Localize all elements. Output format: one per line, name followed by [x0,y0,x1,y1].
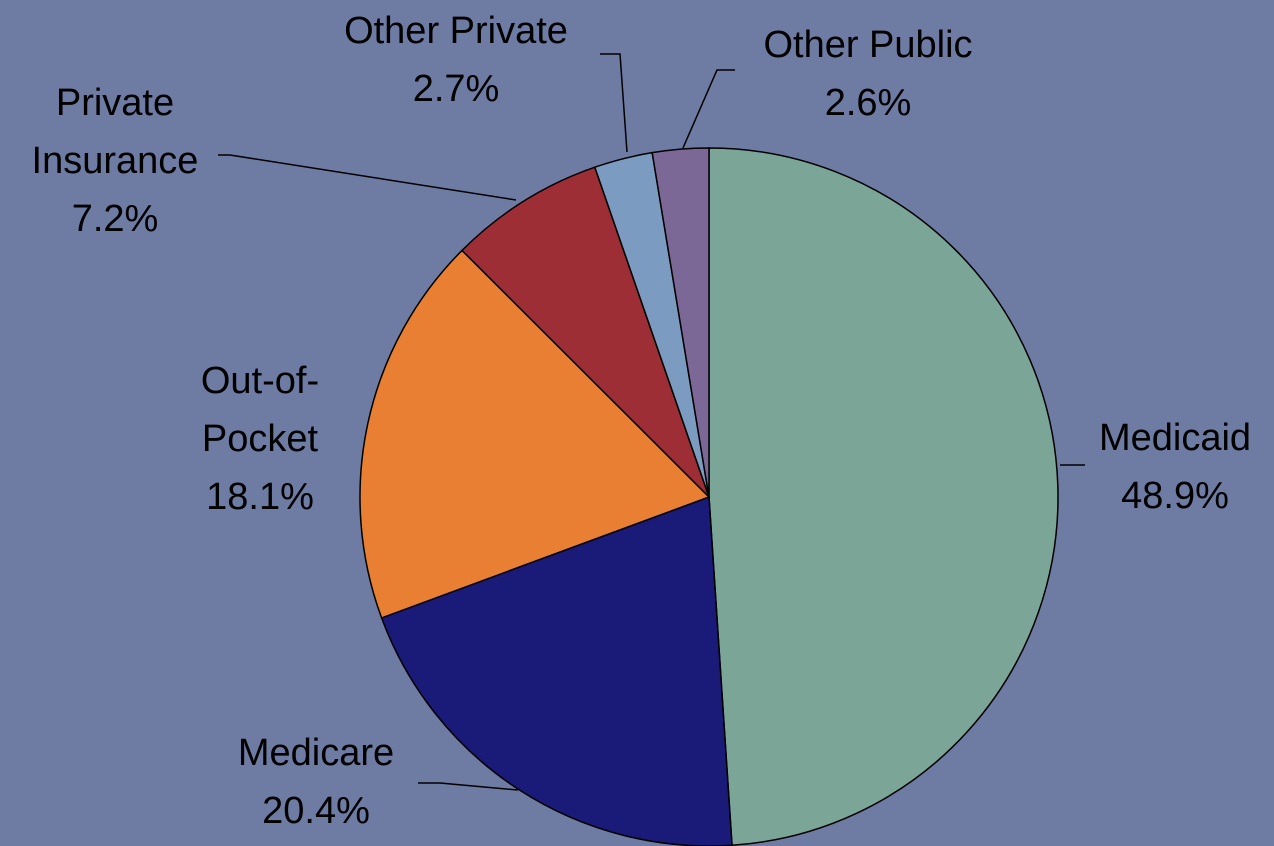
data-labels: Medicaid 48.9% Medicare 20.4% Out-of- Pocket 1… [32,10,1251,832]
category-label: Medicaid [1099,417,1251,459]
category-label: Other Private [344,10,568,52]
pie-slice-out-of-pocket [359,249,711,619]
category-label: Other Public [763,24,972,66]
pie-slice-private-insurance [460,166,710,498]
pie-slice-other-public [651,147,710,498]
leader-line [418,782,519,791]
percent-label: 48.9% [1121,475,1229,517]
leader-line [600,53,628,153]
data-label: Medicaid 48.9% [1099,417,1251,517]
percent-label: 2.6% [825,82,912,124]
percent-label: 7.2% [72,198,159,240]
percent-label: 20.4% [262,790,370,832]
leader-line [218,154,517,201]
leader-lines [218,53,1085,791]
pie-slice-medicaid [708,147,1059,846]
category-label: Medicare [238,732,394,774]
data-label: Private Insurance 7.2% [32,82,199,240]
pie-slices [359,147,1059,846]
category-label: Insurance [32,140,199,182]
leader-line [682,69,735,149]
pie-slice-medicare [380,495,733,846]
category-label: Pocket [202,418,319,460]
percent-label: 2.7% [413,68,500,110]
percent-label: 18.1% [206,476,314,518]
data-label: Out-of- Pocket 18.1% [201,360,319,518]
data-label: Other Private 2.7% [344,10,568,110]
category-label: Out-of- [201,360,319,402]
data-label: Other Public 2.6% [763,24,972,124]
category-label: Private [56,82,174,124]
data-label: Medicare 20.4% [238,732,394,832]
